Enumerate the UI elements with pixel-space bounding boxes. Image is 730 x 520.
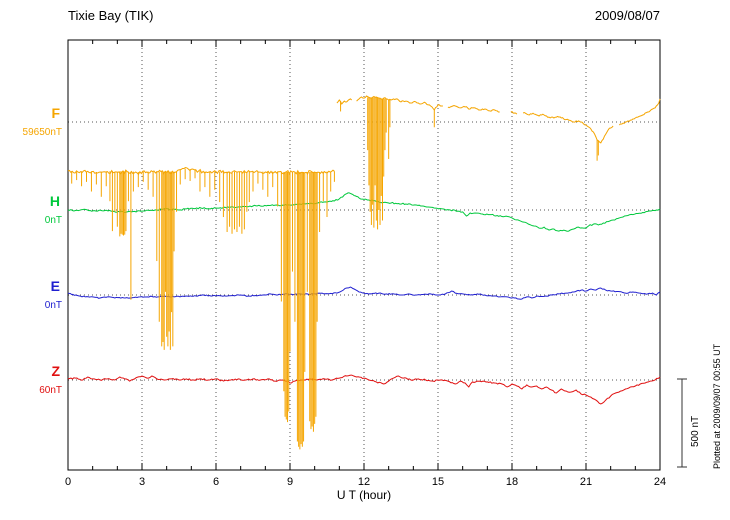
x-tick-label: 18 [506, 476, 518, 488]
series-letter-Z: Z [51, 363, 60, 379]
series-value-F: 59650nT [22, 127, 62, 138]
series-letter-F: F [51, 105, 60, 121]
series-value-Z: 60nT [39, 385, 62, 396]
series-E-path [67, 286, 661, 300]
series-letter-E: E [50, 278, 60, 294]
x-tick-label: 9 [287, 476, 293, 488]
x-tick-label: 3 [139, 476, 145, 488]
series-letter-H: H [49, 193, 60, 209]
series-value-H: 0nT [44, 215, 62, 226]
x-tick-label: 6 [213, 476, 219, 488]
plot-title: Tixie Bay (TIK) [68, 8, 154, 23]
series-Z-path [67, 374, 661, 405]
date-label: 2009/08/07 [594, 8, 660, 23]
series-F-path [67, 166, 335, 176]
x-tick-label: 15 [432, 476, 444, 488]
scale-bar-label: 500 nT [690, 415, 701, 447]
x-tick-label: 21 [580, 476, 592, 488]
x-tick-label: 0 [65, 476, 71, 488]
series-F-path [336, 95, 661, 144]
x-axis-label: U T (hour) [336, 488, 392, 502]
x-tick-label: 24 [654, 476, 666, 488]
plotted-at-note: Plotted at 2009/09/07 00:55 UT [712, 343, 722, 469]
x-tick-label: 12 [358, 476, 370, 488]
series-value-E: 0nT [44, 300, 62, 311]
